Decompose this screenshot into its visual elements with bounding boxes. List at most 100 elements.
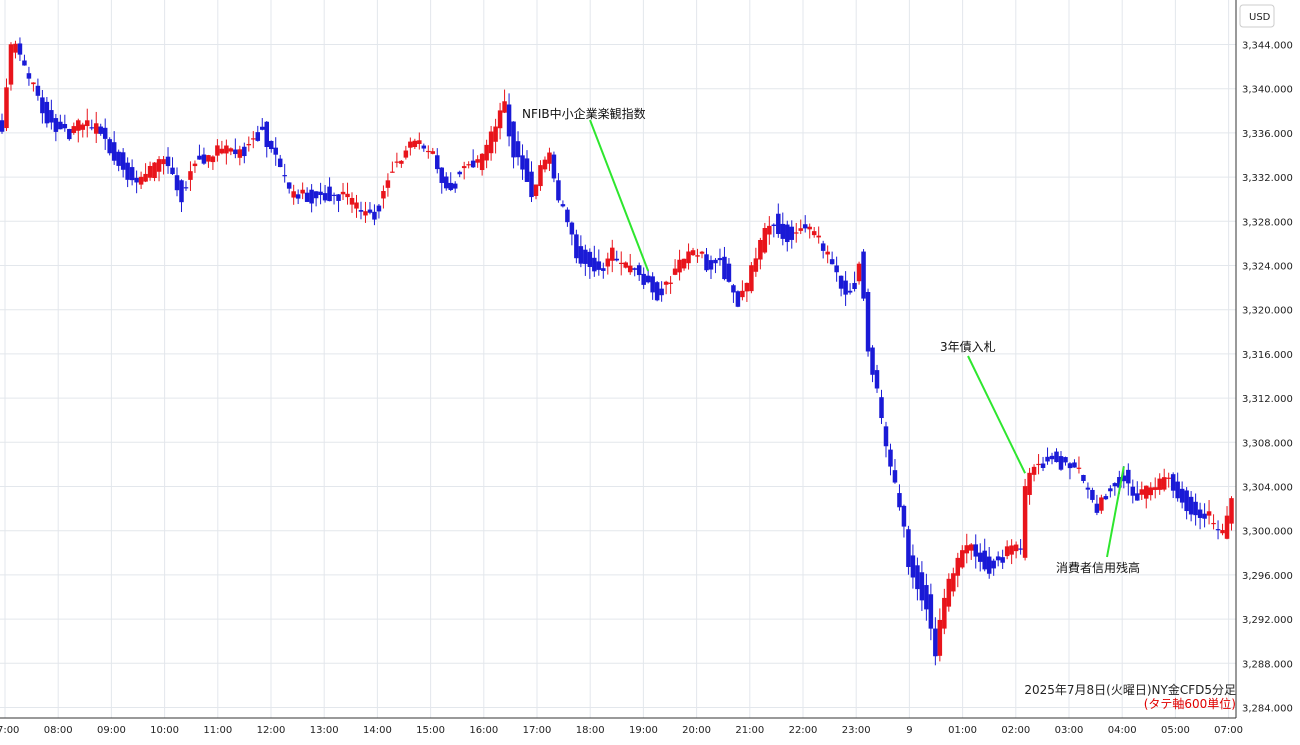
candle [345,182,350,205]
x-tick-label: 17:00 [523,725,552,736]
x-tick-label: 21:00 [735,725,764,736]
candle [1170,472,1176,499]
candle [273,137,278,166]
x-tick-label: 18:00 [576,725,605,736]
candle [1054,448,1059,463]
candle [632,267,637,277]
candle [547,147,552,171]
candle [816,226,821,244]
x-tick-label: 16:00 [469,725,498,736]
candle [1040,456,1046,472]
x-tick-label: 01:00 [948,725,977,736]
candle [336,194,341,213]
annotation-leader-line [967,355,1026,474]
candle [645,269,651,284]
candle [636,262,642,281]
candle [672,259,678,276]
candle [228,147,234,156]
candle [744,282,750,302]
candle [1045,447,1050,465]
candle [129,159,135,186]
candle [1157,473,1162,495]
candle [210,155,216,170]
candle [592,245,597,277]
x-tick-label: 15:00 [416,725,445,736]
y-tick-label: 3,308.000 [1242,438,1293,449]
candle [421,143,427,152]
candle [1072,459,1077,468]
candle [430,147,436,155]
candle [304,187,310,203]
annotation-label: NFIB中小企業楽観指数 [522,106,646,121]
candle [847,283,853,295]
candle [551,151,557,183]
y-tick-label: 3,316.000 [1242,350,1293,361]
y-tick-label: 3,328.000 [1242,217,1293,228]
candle [977,543,983,572]
candle [1135,481,1140,501]
candle [111,131,117,165]
candle [793,222,799,243]
candle [403,145,409,160]
candle [349,192,355,213]
candle [502,89,507,114]
candle [524,150,530,182]
candle [753,247,759,277]
candle [717,248,723,266]
candle [394,152,400,168]
candle [856,261,862,285]
candle [838,275,844,297]
candle [641,267,646,290]
candle [372,204,377,226]
candle [1206,500,1212,525]
candle [740,280,745,301]
annotation-label: 消費者信用残高 [1056,560,1140,575]
candle [1036,454,1041,475]
x-tick-label: 07:00 [0,725,19,736]
candle [659,281,664,302]
candle [829,251,835,265]
candle [951,567,956,597]
candle [1152,477,1158,499]
candle [58,114,63,130]
candle [758,237,763,270]
candle [340,182,346,201]
candle [892,459,898,484]
candle [1179,481,1185,509]
candle [156,156,162,182]
candle [650,272,655,300]
x-tick-label: 9 [906,725,912,736]
candle [919,561,925,611]
candle [1144,485,1149,509]
candle [780,212,786,246]
candle [31,82,36,92]
candle [62,114,68,132]
candle [1027,467,1032,505]
candle [668,276,673,294]
candle [1085,482,1091,499]
candle [417,132,422,150]
candle [363,201,368,223]
x-tick-label: 20:00 [682,725,711,736]
candle [201,147,207,165]
candle [44,97,50,128]
candle [933,617,938,666]
candle [390,161,395,173]
candle [1031,464,1037,482]
candle [192,160,198,173]
candle [1202,503,1207,528]
candle [870,345,875,383]
candle [376,203,382,219]
candle [618,251,624,276]
candle [982,538,987,572]
candle [206,154,211,168]
candle [497,102,503,140]
candle [529,161,534,203]
candle [969,543,974,560]
candle [1161,468,1167,492]
candle [731,283,736,303]
candle [874,364,880,393]
candle [80,122,86,138]
candle [457,170,462,178]
